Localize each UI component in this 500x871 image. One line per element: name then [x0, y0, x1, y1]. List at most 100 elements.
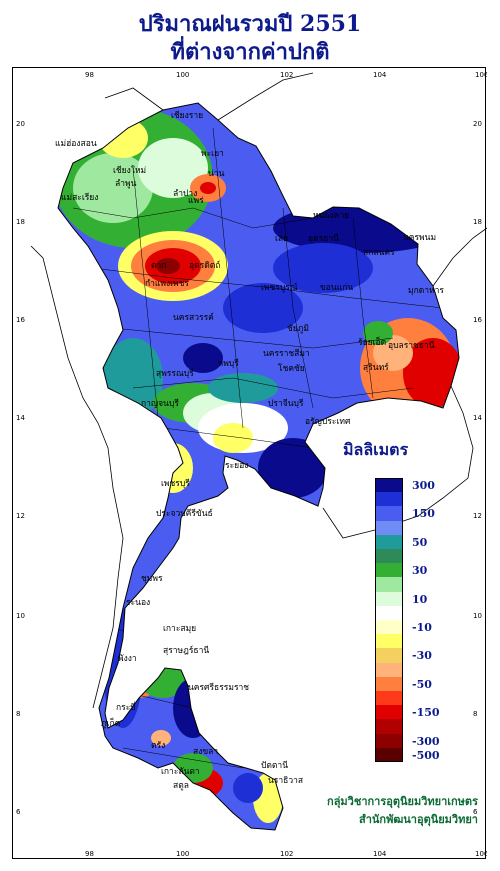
- province-label: ลำพูน: [115, 179, 137, 189]
- legend-swatch: [375, 747, 403, 762]
- province-label: นครศรีธรรมราช: [188, 682, 249, 693]
- legend-label: 300: [412, 479, 435, 492]
- legend-swatch: [375, 577, 403, 592]
- lat-tick-16-r: 16: [473, 316, 482, 324]
- latitude-ticks-right: 20 18 16 14 12 10 8 6: [473, 120, 482, 816]
- legend-swatch: [375, 563, 403, 578]
- lat-tick-8-r: 8: [473, 710, 477, 718]
- province-label: พังงา: [118, 654, 137, 664]
- province-label: นราธิวาส: [268, 776, 304, 786]
- province-label: กระบี่: [116, 701, 136, 713]
- lat-tick-14: 14: [16, 414, 25, 422]
- lon-tick-100-b: 100: [176, 850, 189, 858]
- legend-swatch: [375, 648, 403, 663]
- legend-swatch: [375, 605, 403, 620]
- lat-tick-6: 6: [16, 808, 21, 816]
- longitude-ticks-bottom: 98 100 102 104 106: [85, 850, 487, 858]
- province-label: ตรัง: [151, 741, 165, 751]
- legend-label: 50: [412, 535, 428, 549]
- province-label: ร้อยเอ็ด: [358, 336, 386, 348]
- legend-swatch: [375, 733, 403, 748]
- legend-label: 150: [412, 507, 435, 521]
- legend-swatch: [375, 520, 403, 535]
- map-subtitle: ที่ต่างจากค่าปกติ: [170, 39, 330, 65]
- province-label: ระยอง: [225, 461, 248, 471]
- lon-tick-102-b: 102: [280, 850, 293, 858]
- province-label: แม่ฮ่องสอน: [55, 139, 97, 149]
- lat-tick-20: 20: [16, 120, 25, 128]
- province-label: ลำปาง: [173, 189, 197, 199]
- province-label: เกาะสมุย: [163, 624, 196, 634]
- legend-swatch: [375, 591, 403, 606]
- province-label: มุกดาหาร: [408, 286, 444, 296]
- latitude-ticks-left: 20 18 16 14 12 10 8 6: [16, 120, 25, 816]
- province-label: นครสวรรค์: [173, 312, 214, 323]
- legend-label: 30: [412, 564, 428, 578]
- province-label: ประจวบคีรีขันธ์: [156, 508, 213, 519]
- province-label: ปราจีนบุรี: [268, 398, 304, 409]
- province-label: หนองคาย: [313, 211, 349, 221]
- province-label: ขอนแก่น: [320, 283, 353, 293]
- province-label: โชคชัย: [278, 363, 305, 374]
- lat-tick-16: 16: [16, 316, 25, 324]
- credit-line-1: กลุ่มวิชาการอุตุนิยมวิทยาเกษตร: [327, 795, 478, 808]
- province-label: เชียงใหม่: [113, 165, 146, 176]
- legend-swatch: [375, 691, 403, 706]
- province-label: นครพนม: [403, 233, 436, 243]
- province-label: ชุมพร: [141, 574, 163, 584]
- province-label: ลพบุรี: [218, 358, 239, 369]
- legend-swatch: [375, 676, 403, 691]
- province-label: เกาะลันตา: [161, 767, 200, 777]
- legend-swatch: [375, 620, 403, 635]
- legend-title: มิลลิเมตร: [343, 440, 409, 459]
- lat-tick-18-r: 18: [473, 218, 482, 226]
- legend-label: 10: [412, 592, 428, 606]
- province-label: นครราชสีมา: [263, 348, 310, 359]
- lat-tick-10: 10: [16, 612, 25, 620]
- lat-tick-12-r: 12: [473, 512, 482, 520]
- legend-swatch: [375, 549, 403, 564]
- legend-label: -300: [412, 734, 440, 748]
- lat-tick-14-r: 14: [473, 414, 482, 422]
- legend-label: -30: [412, 649, 432, 663]
- lon-tick-98: 98: [85, 71, 94, 79]
- map-title: ปริมาณฝนรวมปี 2551: [138, 11, 362, 37]
- province-label: สตูล: [173, 781, 189, 791]
- credit-line-2: สำนักพัฒนาอุตุนิยมวิทยา: [359, 813, 478, 826]
- legend-swatch: [375, 705, 403, 720]
- legend-swatch: [375, 634, 403, 649]
- province-label: เพชรบุรี: [161, 478, 190, 489]
- lon-tick-104: 104: [373, 71, 387, 79]
- legend-swatch: [375, 478, 403, 493]
- lat-tick-20-r: 20: [473, 120, 482, 128]
- legend-swatch: [375, 534, 403, 549]
- province-label: เชียงราย: [171, 110, 203, 121]
- province-label: สุราษฎร์ธานี: [163, 645, 209, 656]
- longitude-ticks-top: 98 100 102 104 106: [85, 71, 487, 79]
- province-label: ตาก: [151, 261, 166, 271]
- province-label: อุดรธานี: [308, 233, 339, 244]
- province-label: ปัตตานี: [261, 760, 288, 771]
- province-label: น่าน: [208, 169, 225, 179]
- province-label: อุบลราชธานี: [388, 340, 435, 351]
- legend-label: -500: [412, 748, 440, 762]
- province-label: ภูเก็ต: [101, 717, 120, 729]
- province-label: กำแพงเพชร: [145, 279, 189, 289]
- province-label: แพร่: [188, 196, 204, 206]
- lon-tick-106: 106: [475, 71, 487, 79]
- province-label: เลย: [275, 234, 288, 244]
- province-label: เพชรบูรณ์: [261, 282, 298, 293]
- province-label: อรัญประเทศ: [305, 417, 351, 427]
- province-label: กาญจนบุรี: [141, 398, 179, 409]
- lon-tick-98-b: 98: [85, 850, 94, 858]
- legend-swatch: [375, 719, 403, 734]
- lat-tick-6-r: 6: [473, 808, 478, 816]
- lon-tick-102: 102: [280, 71, 293, 79]
- legend-swatch: [375, 662, 403, 677]
- legend-label: -150: [412, 706, 440, 720]
- legend-label: -10: [412, 621, 432, 634]
- lat-tick-10-r: 10: [473, 612, 482, 620]
- lat-tick-8: 8: [16, 710, 20, 718]
- province-label: สุรินทร์: [363, 362, 389, 373]
